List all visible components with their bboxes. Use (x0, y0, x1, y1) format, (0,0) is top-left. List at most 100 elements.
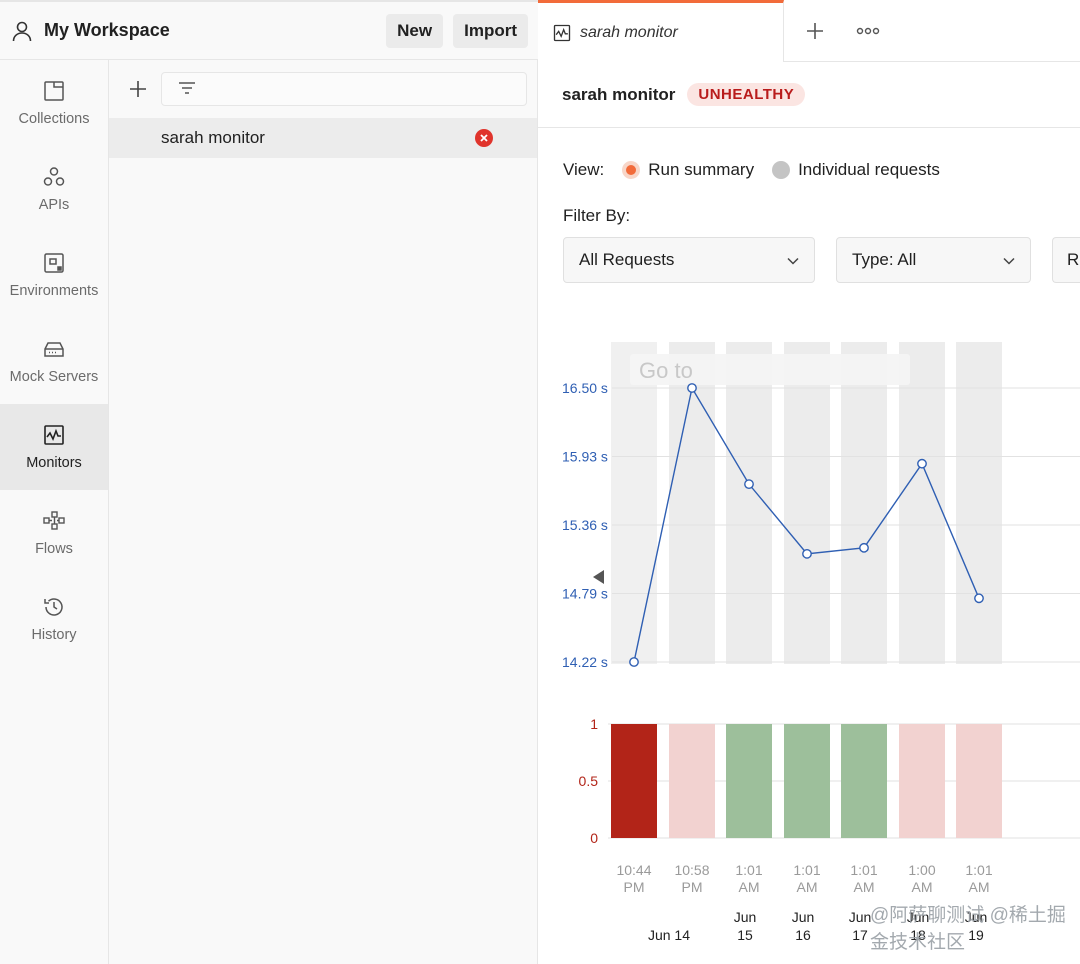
y-tick-label: 15.36 s (562, 517, 608, 533)
date-label: 16 (795, 927, 811, 943)
date-label: Jun 14 (648, 927, 690, 943)
date-label: Jun (849, 909, 872, 925)
sidebar-item-label: APIs (38, 197, 70, 213)
watermark-text: @阿萨聊测试 @稀土掘金技术社区 (870, 905, 1066, 953)
date-label: 17 (852, 927, 868, 943)
status-bar (726, 724, 772, 838)
chart-band (956, 342, 1002, 664)
data-point (974, 593, 984, 604)
date-label: Jun (907, 909, 930, 925)
view-label: View: (563, 160, 605, 179)
date-label: Jun (734, 909, 757, 925)
sidebar-item-history[interactable]: History (0, 576, 108, 662)
run-summary-label[interactable]: Run summary (648, 160, 755, 179)
sidebar-item-label: Mock Servers (9, 369, 99, 385)
status-bar (784, 724, 830, 838)
chart-band (784, 342, 830, 664)
user-icon (12, 21, 32, 41)
sidebar-nav: Collections APIs Environments Mock Serve… (0, 60, 109, 964)
plus-icon[interactable] (804, 20, 826, 42)
tab-sarah-monitor[interactable]: sarah monitor (538, 0, 784, 62)
status-bar (956, 724, 1002, 838)
goto-tooltip (630, 354, 910, 385)
y-tick-label: 1 (590, 716, 598, 732)
sidebar-item-environments[interactable]: Environments (0, 232, 108, 318)
monitor-chart: Go to 16.50 s 15.93 s 15.36 s 14.79 s 14.22 s… (562, 342, 1080, 943)
list-item[interactable]: sarah monitor (109, 118, 537, 158)
collections-icon (44, 81, 64, 101)
date-label: 15 (737, 927, 753, 943)
sidebar-item-monitors[interactable]: Monitors (0, 404, 108, 490)
y-tick-label: 16.50 s (562, 380, 608, 396)
view-selector: View: Run summary Individual requests (563, 158, 940, 182)
type-dropdown-value: Type: All (852, 250, 917, 269)
new-button[interactable]: New (386, 13, 444, 48)
chart-band (669, 342, 715, 664)
scroll-left-icon (593, 570, 604, 584)
history-icon (44, 598, 63, 616)
data-point (859, 542, 869, 553)
monitor-header: sarah monitor UNHEALTHY (538, 62, 1080, 128)
list-toolbar (109, 60, 537, 118)
filter-by-label: Filter By: (563, 206, 631, 225)
monitor-list-panel: sarah monitor (109, 60, 538, 964)
tab-label: sarah monitor (580, 23, 678, 41)
run-summary-radio[interactable] (622, 161, 641, 179)
y-tick-label: 0 (590, 830, 598, 846)
x-tick-label: 1:01 (793, 862, 820, 878)
chevron-down-icon (787, 257, 799, 265)
region-dropdown[interactable]: R (1052, 237, 1080, 283)
apis-icon (43, 167, 65, 186)
y-tick-label: 14.22 s (562, 654, 608, 670)
date-label: Jun (965, 909, 988, 925)
add-icon[interactable] (127, 78, 149, 100)
sidebar-item-flows[interactable]: Flows (0, 490, 108, 576)
individual-requests-label[interactable]: Individual requests (798, 160, 940, 179)
status-bar (841, 724, 887, 838)
x-tick-label: AM (912, 879, 933, 895)
individual-requests-radio[interactable] (772, 161, 791, 179)
sidebar-item-label: Collections (18, 111, 90, 127)
sidebar-item-apis[interactable]: APIs (0, 146, 108, 232)
filter-input[interactable] (161, 72, 527, 106)
x-tick-label: PM (624, 879, 645, 895)
tab-bar: sarah monitor (538, 0, 1080, 62)
date-label: 18 (910, 927, 926, 943)
x-tick-label: AM (854, 879, 875, 895)
chart-band (611, 342, 657, 664)
import-button[interactable]: Import (453, 13, 528, 48)
error-icon (475, 129, 493, 147)
filter-icon[interactable] (176, 78, 198, 100)
status-badge: UNHEALTHY (687, 83, 806, 106)
goto-tooltip-text: Go to (639, 358, 693, 383)
date-label: 19 (968, 927, 984, 943)
data-point (744, 479, 754, 490)
more-icon[interactable] (856, 26, 880, 36)
x-tick-label: AM (739, 879, 760, 895)
type-dropdown[interactable]: Type: All (836, 237, 1031, 283)
data-point (629, 657, 639, 667)
sidebar-item-mock-servers[interactable]: Mock Servers (0, 318, 108, 404)
flows-icon (43, 511, 65, 530)
data-point (687, 383, 697, 393)
monitor-icon (553, 24, 571, 41)
requests-dropdown-value: All Requests (579, 250, 675, 269)
requests-dropdown[interactable]: All Requests (563, 237, 815, 283)
workspace-header: My Workspace New Import (0, 0, 538, 60)
workspace-title[interactable]: My Workspace (44, 20, 170, 40)
x-tick-label: AM (969, 879, 990, 895)
x-tick-label: AM (797, 879, 818, 895)
x-tick-label: 1:01 (735, 862, 762, 878)
sidebar-item-collections[interactable]: Collections (0, 60, 108, 146)
y-tick-label: 0.5 (579, 773, 599, 789)
page-title: sarah monitor (562, 84, 676, 104)
status-bar (611, 724, 657, 838)
chevron-down-icon (1003, 257, 1015, 265)
sidebar-item-label: Environments (9, 283, 99, 299)
sidebar-item-label: Monitors (26, 455, 82, 471)
date-label: Jun (792, 909, 815, 925)
x-tick-label: 1:01 (850, 862, 877, 878)
monitor-list-name: sarah monitor (161, 128, 265, 147)
y-tick-label: 15.93 s (562, 449, 608, 465)
